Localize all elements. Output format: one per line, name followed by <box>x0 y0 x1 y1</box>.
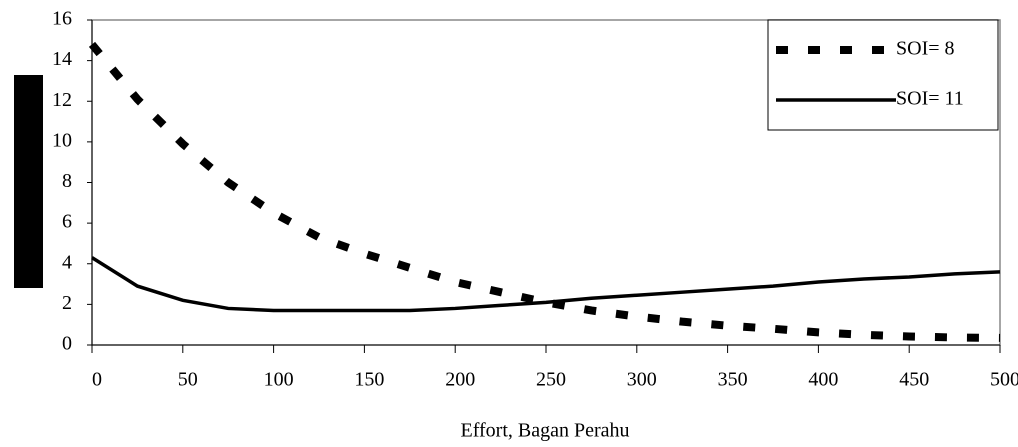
x-tick-label: 150 <box>354 369 384 391</box>
y-tick-label: 12 <box>52 89 72 111</box>
x-tick-label: 100 <box>264 369 294 391</box>
redacted-y-label <box>14 75 43 288</box>
x-tick-label: 350 <box>718 369 748 391</box>
legend-label: SOI= 11 <box>896 88 964 110</box>
x-tick-label: 400 <box>808 369 838 391</box>
y-tick-label: 16 <box>52 8 72 30</box>
x-tick-label: 450 <box>899 369 929 391</box>
y-tick-label: 0 <box>62 333 72 355</box>
x-tick-label: 250 <box>536 369 566 391</box>
series-line <box>91 256 1001 313</box>
series-line <box>88 41 1001 342</box>
y-tick-label: 14 <box>52 48 72 70</box>
x-tick-label: 50 <box>178 369 198 391</box>
x-tick-label: 200 <box>445 369 475 391</box>
x-tick-label: 0 <box>92 369 102 391</box>
y-tick-label: 2 <box>62 292 72 314</box>
y-tick-label: 8 <box>62 170 72 192</box>
x-tick-label: 300 <box>627 369 657 391</box>
x-tick-label: 500 <box>990 369 1018 391</box>
legend-label: SOI= 8 <box>896 38 955 60</box>
y-tick-label: 6 <box>62 211 72 233</box>
y-tick-label: 4 <box>62 251 72 273</box>
x-axis-label: Effort, Bagan Perahu <box>460 420 629 442</box>
y-tick-label: 10 <box>52 129 72 151</box>
legend-box <box>767 19 999 131</box>
